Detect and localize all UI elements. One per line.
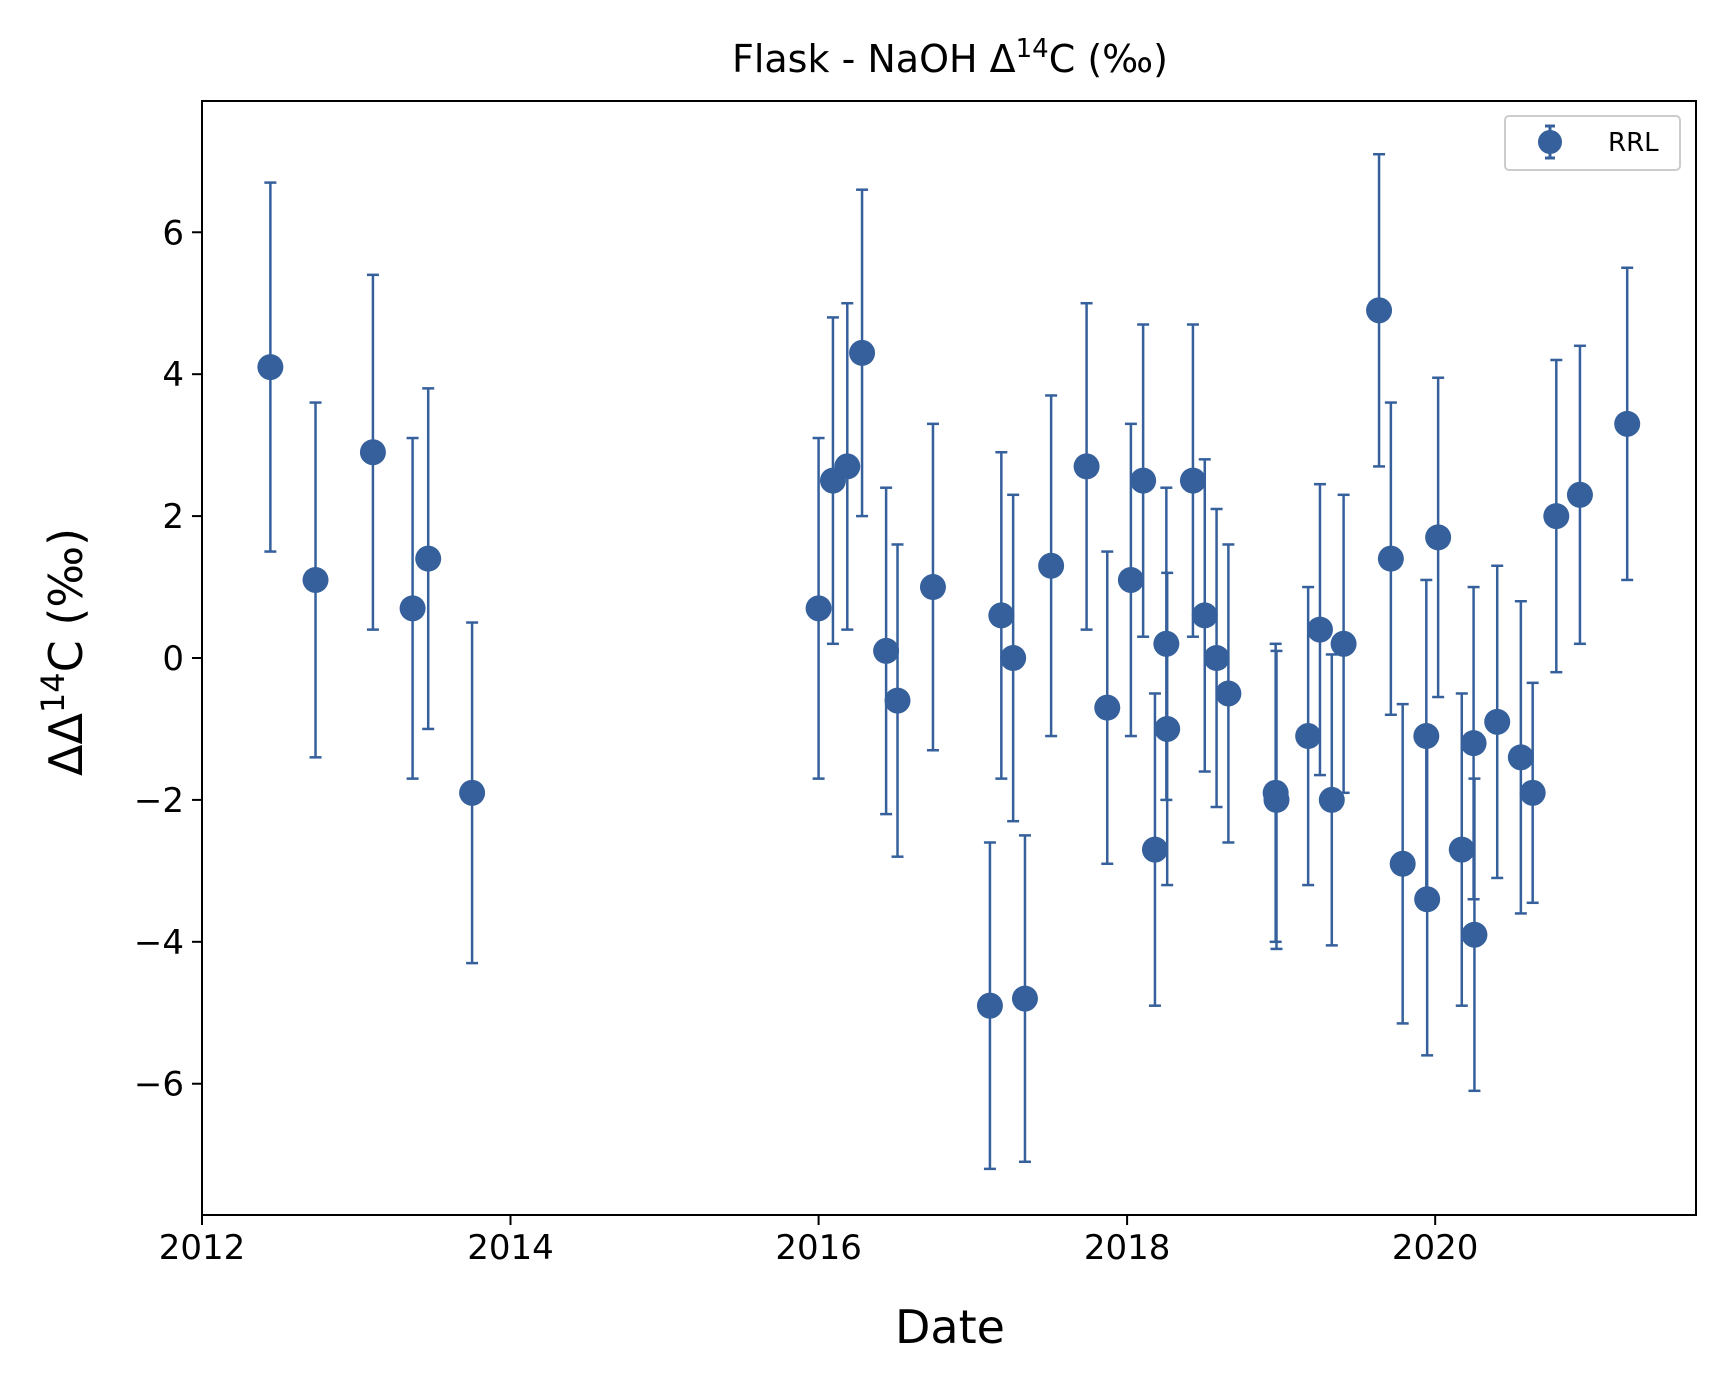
data-point bbox=[1295, 723, 1322, 750]
series-layer bbox=[257, 152, 1641, 1171]
x-tick-label: 2014 bbox=[467, 1228, 554, 1268]
legend: RRL bbox=[1504, 115, 1681, 171]
data-point bbox=[257, 354, 284, 381]
x-tick-label: 2018 bbox=[1084, 1228, 1171, 1268]
data-point bbox=[1141, 836, 1168, 863]
y-tick-label: −2 bbox=[134, 781, 184, 821]
data-point bbox=[1414, 886, 1441, 913]
chart-title-tail: C (‰) bbox=[1049, 37, 1168, 81]
data-point bbox=[1425, 524, 1452, 551]
data-point bbox=[1179, 467, 1206, 494]
data-point bbox=[1543, 503, 1570, 530]
data-point bbox=[1117, 566, 1144, 593]
data-point bbox=[1519, 779, 1546, 806]
x-axis-label: Date bbox=[895, 1300, 1005, 1354]
data-point bbox=[1011, 985, 1038, 1012]
data-point bbox=[1154, 715, 1181, 742]
y-tick-label: 6 bbox=[162, 213, 184, 253]
plot-area: 2012 2014 2016 2018 2020 6 4 2 0 −2 −4 −6 bbox=[134, 100, 1697, 1268]
x-tick-label: 2012 bbox=[159, 1228, 246, 1268]
data-point bbox=[1130, 467, 1157, 494]
y-axis: 6 4 2 0 −2 −4 −6 bbox=[134, 213, 202, 1105]
data-point bbox=[1215, 680, 1242, 707]
data-point bbox=[1318, 786, 1345, 813]
data-point bbox=[988, 602, 1015, 629]
data-point bbox=[1614, 410, 1641, 437]
data-point bbox=[884, 687, 911, 714]
data-point bbox=[849, 339, 876, 366]
data-point bbox=[1203, 645, 1230, 671]
x-tick-label: 2016 bbox=[775, 1228, 862, 1268]
data-point bbox=[919, 574, 946, 601]
data-point bbox=[415, 545, 442, 572]
data-point bbox=[1073, 453, 1100, 480]
y-axis-label-superscript: 14 bbox=[34, 672, 72, 713]
data-point bbox=[805, 595, 832, 622]
data-point bbox=[1484, 708, 1511, 735]
data-point bbox=[302, 566, 329, 593]
y-tick-label: 2 bbox=[162, 497, 184, 537]
data-point bbox=[976, 992, 1003, 1019]
data-point bbox=[1094, 694, 1121, 721]
legend-marker bbox=[1538, 130, 1562, 154]
chart-title-main: Flask - NaOH Δ bbox=[732, 37, 1016, 81]
data-point bbox=[359, 439, 386, 466]
data-point bbox=[1389, 850, 1416, 877]
x-axis: 2012 2014 2016 2018 2020 bbox=[159, 1215, 1479, 1268]
data-point bbox=[873, 637, 900, 664]
y-axis-label: ΔΔ14C (‰) bbox=[34, 528, 93, 776]
data-point bbox=[1377, 545, 1404, 572]
data-point bbox=[1000, 645, 1027, 671]
y-axis-label-main: ΔΔ bbox=[39, 713, 93, 776]
data-point bbox=[1263, 786, 1290, 813]
y-tick-label: −4 bbox=[134, 923, 184, 963]
data-point bbox=[1448, 836, 1475, 863]
y-tick-label: −6 bbox=[134, 1065, 184, 1105]
data-point bbox=[1366, 297, 1393, 324]
data-point bbox=[834, 453, 861, 480]
data-point bbox=[1461, 921, 1488, 948]
data-point bbox=[1507, 744, 1534, 771]
data-point bbox=[1330, 630, 1357, 657]
data-point bbox=[1306, 616, 1333, 643]
chart-title-superscript: 14 bbox=[1016, 34, 1049, 64]
x-tick-label: 2020 bbox=[1392, 1228, 1479, 1268]
series-group bbox=[257, 152, 1641, 1171]
y-tick-label: 4 bbox=[162, 355, 184, 395]
data-point bbox=[399, 595, 426, 622]
data-point bbox=[1566, 481, 1593, 508]
data-point bbox=[1460, 730, 1487, 757]
y-axis-label-tail: C (‰) bbox=[39, 528, 93, 672]
data-point bbox=[1191, 602, 1218, 629]
y-tick-label: 0 bbox=[162, 639, 184, 679]
chart-title: Flask - NaOH Δ14C (‰) bbox=[732, 34, 1168, 81]
data-point bbox=[1038, 552, 1065, 579]
legend-label: RRL bbox=[1608, 128, 1659, 158]
data-point bbox=[459, 779, 486, 806]
